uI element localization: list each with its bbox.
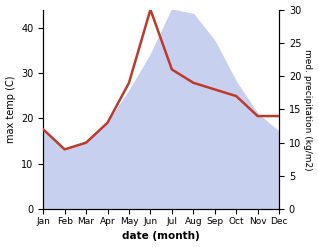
Y-axis label: med. precipitation (kg/m2): med. precipitation (kg/m2): [303, 49, 313, 170]
X-axis label: date (month): date (month): [122, 231, 200, 242]
Y-axis label: max temp (C): max temp (C): [5, 76, 16, 143]
